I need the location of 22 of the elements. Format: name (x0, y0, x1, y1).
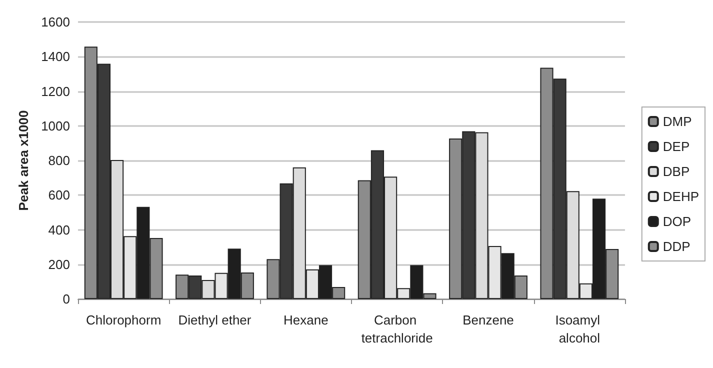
y-tick-label: 1400 (41, 49, 70, 64)
y-axis-title: Peak area x1000 (16, 110, 31, 211)
y-tick-label: 600 (48, 188, 70, 203)
y-tick-label: 1000 (41, 118, 70, 134)
y-tick-label: 400 (48, 222, 70, 238)
x-tick-label: Carbon tetrachloride (361, 312, 433, 346)
legend-label: DEHP (662, 189, 700, 204)
y-tick-label: 200 (48, 256, 70, 272)
legend-label: DEP (662, 139, 690, 154)
x-tick-label: Diethyl ether (178, 312, 252, 328)
x-tick-label: Hexane (284, 312, 328, 328)
y-tick-label: 1600 (41, 14, 70, 30)
x-tick-label: Benzene (462, 312, 514, 328)
y-tick-label: 1200 (41, 84, 70, 99)
x-tick-label: Chlorophorm (86, 312, 162, 328)
legend-label: DBP (662, 164, 690, 179)
y-tick-label: 0 (62, 292, 70, 306)
legend-label: DMP (662, 114, 692, 129)
y-tick-label: 800 (48, 153, 70, 168)
legend-label: DDP (662, 239, 690, 254)
legend-label: DOP (662, 214, 692, 229)
x-tick-label: Isoamyl alcohol (555, 312, 604, 346)
